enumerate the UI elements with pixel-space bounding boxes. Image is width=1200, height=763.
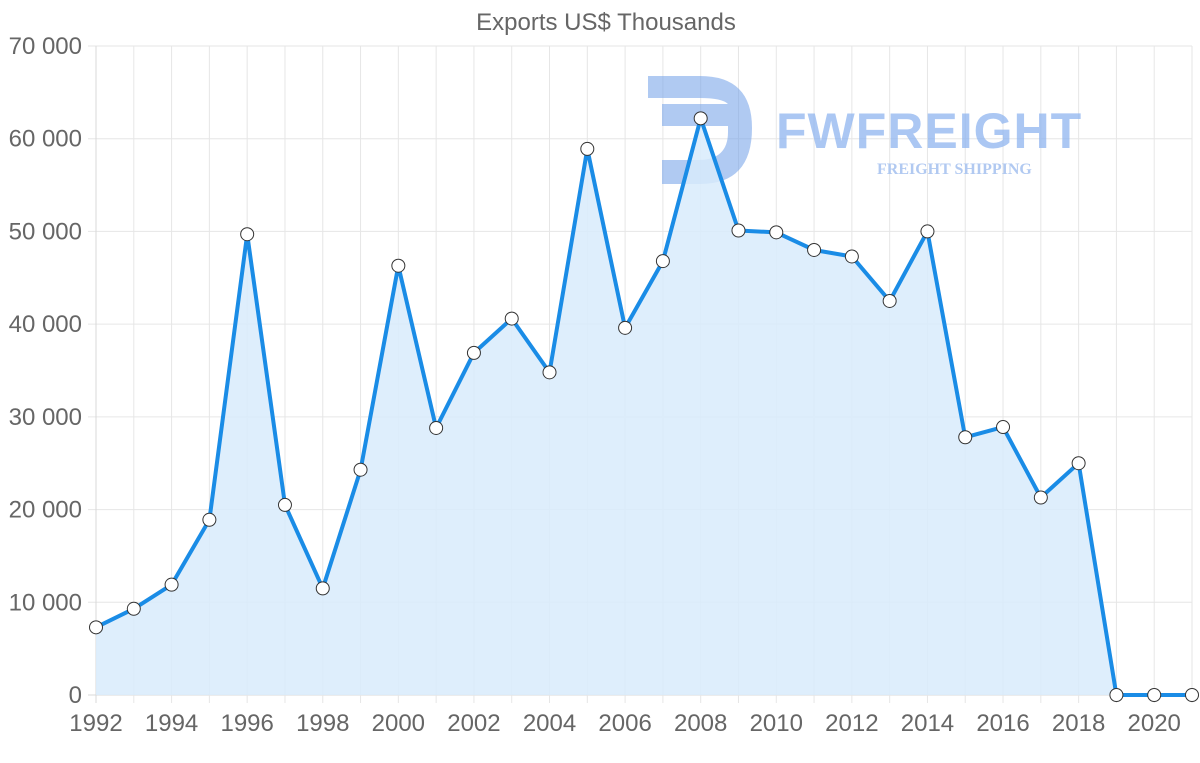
data-point-2006[interactable] — [618, 320, 633, 335]
watermark-brand: FWFREIGHT — [776, 103, 1082, 159]
data-point-2017[interactable] — [1033, 490, 1048, 505]
x-tick-label: 1996 — [220, 710, 273, 737]
data-point-1992[interactable] — [89, 620, 103, 635]
data-point-2012[interactable] — [844, 249, 859, 264]
y-tick-label: 70 000 — [9, 33, 82, 60]
x-tick-label: 2010 — [750, 710, 803, 737]
data-point-1994[interactable] — [164, 577, 179, 592]
x-tick-label: 1992 — [69, 710, 122, 737]
area-fill — [96, 118, 1192, 696]
data-point-2007[interactable] — [655, 254, 670, 269]
x-tick-label: 2002 — [447, 710, 500, 737]
y-axis-ticks: 0 10 000 20 000 30 000 40 000 50 000 60 000 70 … — [9, 33, 82, 709]
data-point-2011[interactable] — [807, 242, 822, 257]
x-tick-label: 1994 — [145, 710, 198, 737]
y-tick-label: 40 000 — [9, 311, 82, 338]
data-point-1999[interactable] — [353, 462, 368, 477]
data-point-2013[interactable] — [882, 293, 897, 308]
x-tick-label: 2000 — [372, 710, 425, 737]
chart-title: Exports US$ Thousands — [476, 9, 736, 36]
watermark-tagline: FREIGHT SHIPPING — [877, 161, 1032, 178]
y-tick-label: 20 000 — [9, 497, 82, 524]
data-point-2001[interactable] — [429, 420, 444, 435]
data-points — [89, 111, 1199, 702]
data-point-2016[interactable] — [996, 420, 1011, 435]
data-point-2005[interactable] — [580, 141, 595, 156]
watermark-logo-icon — [648, 76, 752, 184]
series-area — [96, 118, 1192, 696]
x-tick-label: 2018 — [1052, 710, 1105, 737]
data-point-2015[interactable] — [958, 430, 973, 445]
x-tick-label: 2014 — [901, 710, 954, 737]
data-point-2008[interactable] — [693, 111, 708, 126]
data-point-2020[interactable] — [1147, 688, 1162, 702]
y-tick-label: 0 — [69, 682, 82, 709]
data-point-2003[interactable] — [504, 311, 519, 326]
data-point-1998[interactable] — [315, 581, 330, 596]
y-tick-label: 50 000 — [9, 218, 82, 245]
watermark: FWFREIGHT FREIGHT SHIPPING — [648, 76, 1082, 184]
x-tick-label: 2008 — [674, 710, 727, 737]
data-point-1996[interactable] — [240, 227, 255, 242]
data-point-2014[interactable] — [920, 224, 935, 239]
data-point-2021[interactable] — [1185, 688, 1199, 702]
data-point-2004[interactable] — [542, 365, 557, 380]
y-tick-label: 30 000 — [9, 404, 82, 431]
x-tick-label: 2006 — [598, 710, 651, 737]
data-point-2010[interactable] — [769, 225, 784, 240]
data-point-2000[interactable] — [391, 258, 406, 273]
data-point-2009[interactable] — [731, 223, 746, 238]
x-tick-label: 1998 — [296, 710, 349, 737]
x-axis-ticks: 1992 1994 1996 1998 2000 2002 2004 2006 2008 2010… — [69, 710, 1181, 737]
x-tick-label: 2004 — [523, 710, 576, 737]
series-line — [95, 116, 1192, 697]
x-tick-label: 2012 — [825, 710, 878, 737]
data-point-2018[interactable] — [1071, 456, 1086, 471]
y-tick-label: 60 000 — [9, 126, 82, 153]
data-point-1995[interactable] — [202, 512, 217, 527]
x-tick-label: 2016 — [976, 710, 1029, 737]
data-point-2019[interactable] — [1109, 688, 1124, 702]
x-tick-label: 2020 — [1128, 710, 1181, 737]
data-point-1997[interactable] — [277, 497, 292, 512]
data-point-1993[interactable] — [126, 601, 141, 616]
y-tick-label: 10 000 — [9, 589, 82, 616]
series-line-path — [95, 116, 1192, 697]
data-point-2002[interactable] — [466, 345, 481, 360]
